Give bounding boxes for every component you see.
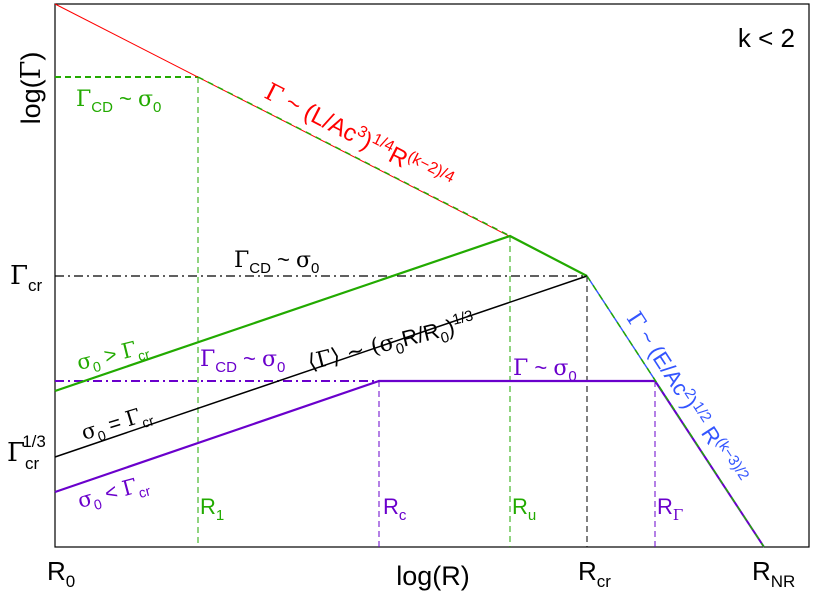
green-cd-top-label: ΓCD ~ σ0 [76,86,161,116]
purple-case-curve [54,379,655,494]
rnr-tick-label: RNR [752,556,795,591]
plot-frame [54,3,810,548]
purple-cd-label: ΓCD ~ σ0 [200,346,285,376]
red-scaling-label: Γ ~ (L/Ac3)1/4R(k−2)/4 [260,77,457,196]
black-mean-label: ⟨Γ⟩ ~ (σ0R/R0)1/3 [305,307,479,379]
y-axis-label: log(Γ) [16,52,47,125]
red-scaling-line [54,3,588,277]
black-case-label: σ0 = Γcr [78,401,156,449]
rcr-tick-label: Rcr [578,556,611,591]
x-axis-label: log(R) [396,561,470,591]
black-cd-label: ΓCD ~ σ0 [234,247,319,277]
blue-scaling-label: Γ ~ (E/Ac2)1/2 R(k−3)/2 [621,307,752,489]
r0-tick-label: R0 [47,556,75,591]
black-case-curve [54,275,588,458]
regime-label: k < 2 [738,23,795,53]
green-case-label: σ0 > Γcr [74,334,151,379]
gamma-cr-tick-label: Γcr [10,261,43,295]
green-decline-dashed-line [586,275,765,548]
rc-label: Rc [383,494,407,524]
gamma-cr-third-tick-label: Γcr1/3 [7,432,46,473]
r1-label: R1 [200,494,224,524]
purple-coast-label: Γ ~ σ0 [513,355,577,385]
ru-label: Ru [512,494,536,524]
green-overlay-dashed-line [197,76,511,237]
green-case-curve [54,234,588,393]
purple-case-label: σ0 < Γcr [75,471,152,517]
rgamma-label: RΓ [657,494,683,524]
